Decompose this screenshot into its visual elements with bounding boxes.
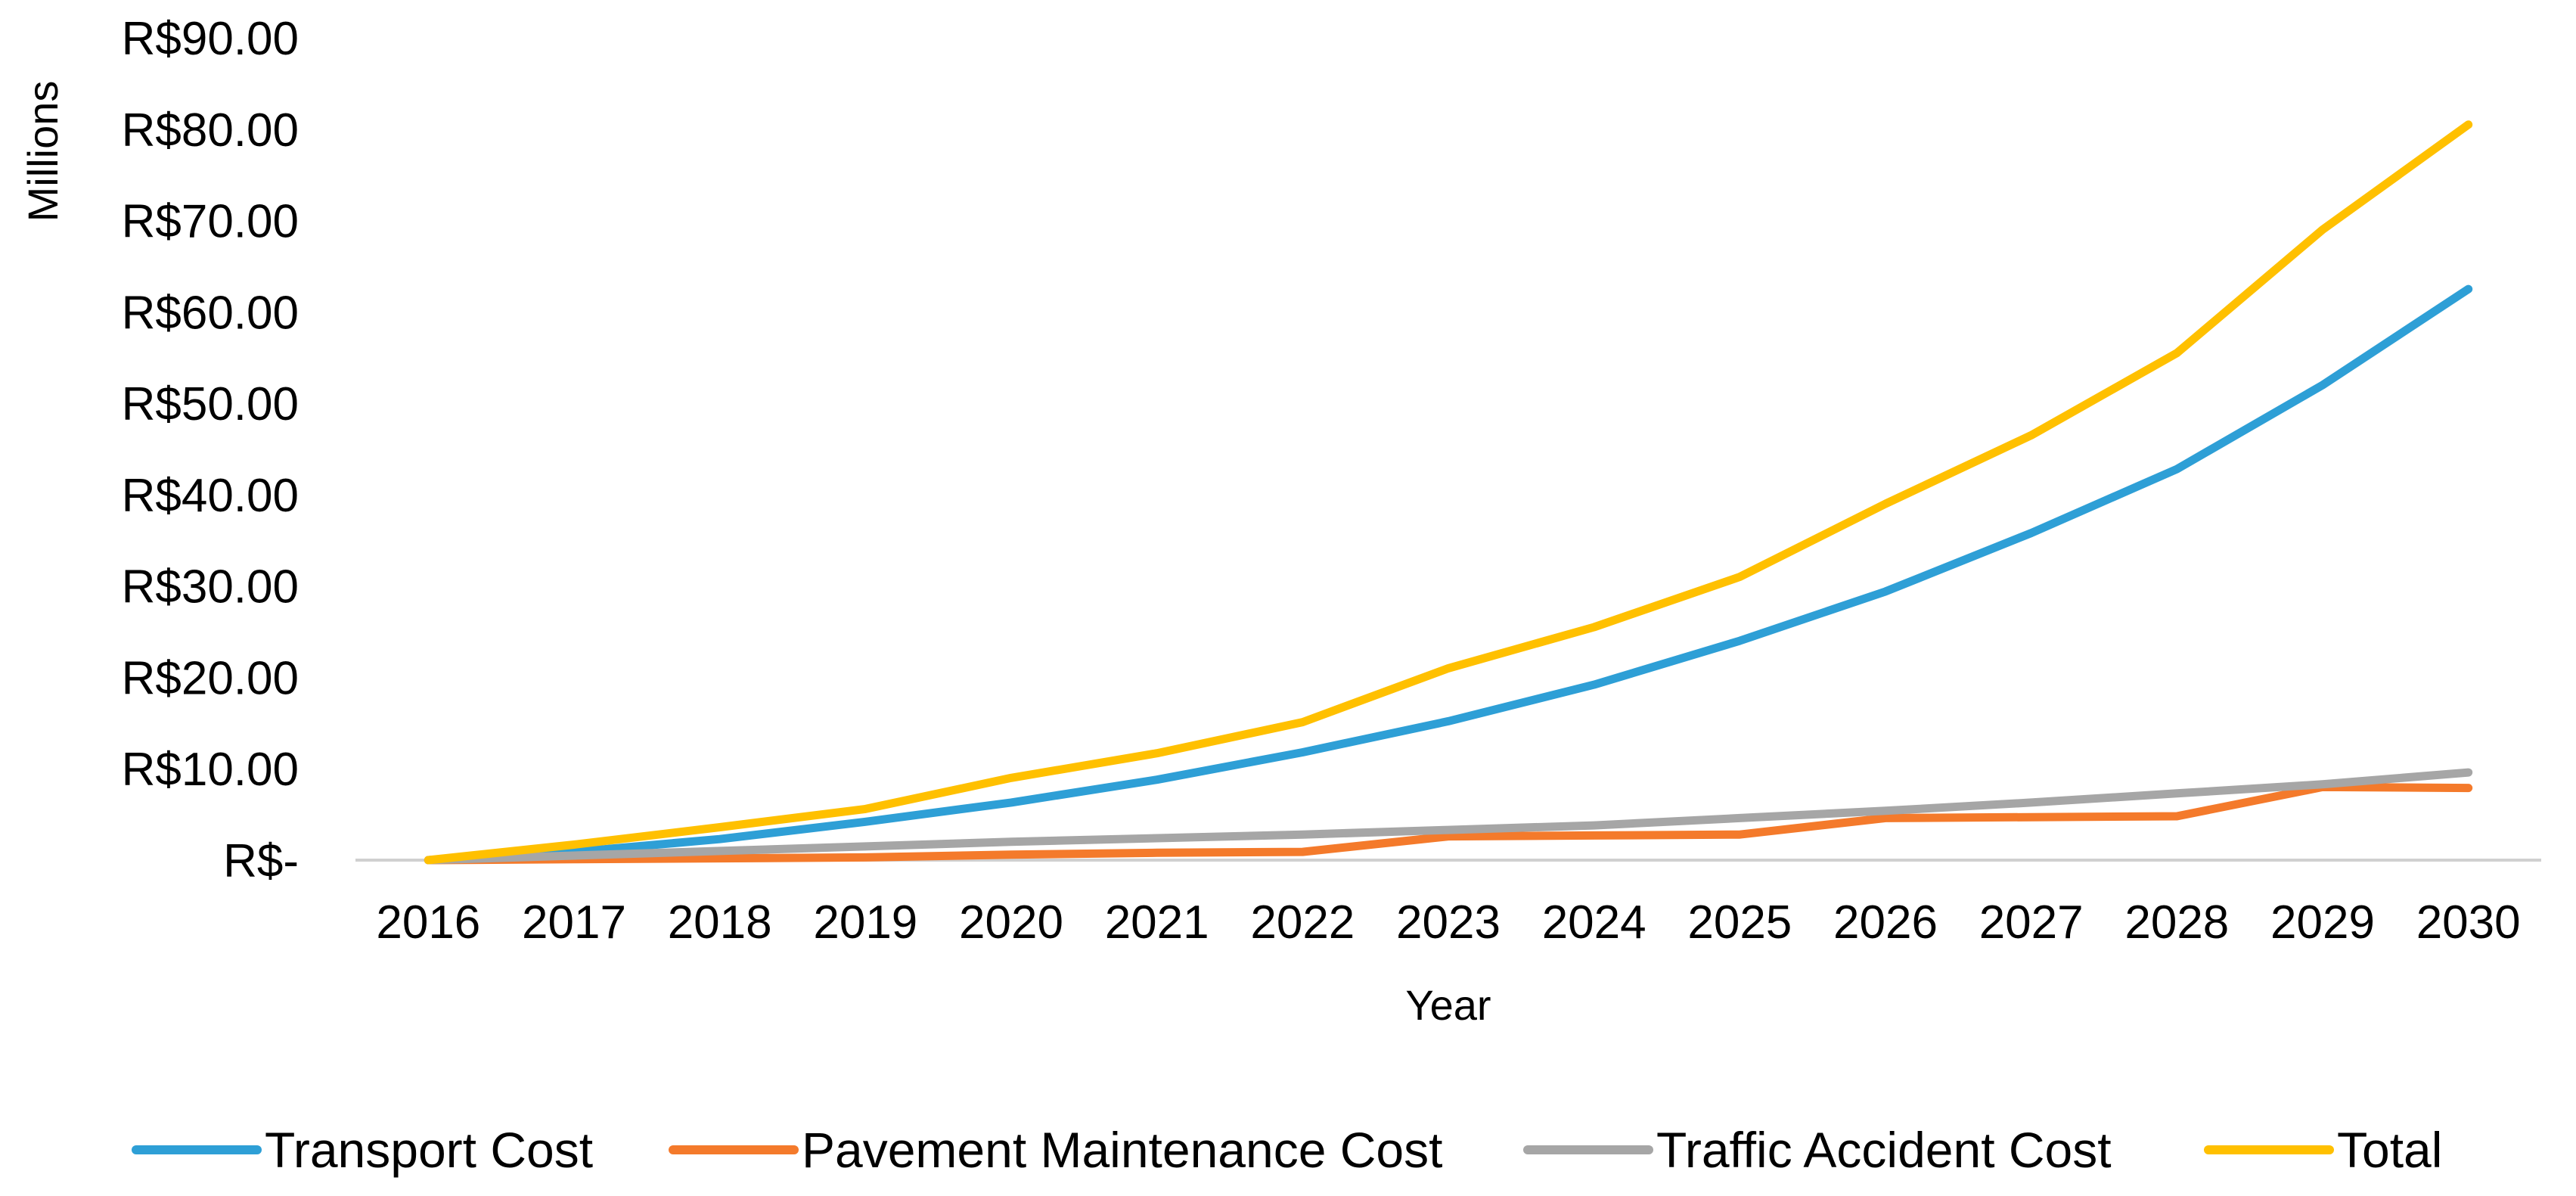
legend-label: Pavement Maintenance Cost bbox=[802, 1122, 1442, 1178]
x-tick-label: 2020 bbox=[959, 896, 1063, 949]
legend-label: Traffic Accident Cost bbox=[1656, 1122, 2112, 1178]
series-line-1 bbox=[424, 284, 2473, 865]
series-lines bbox=[424, 120, 2473, 865]
y-tick-label: R$50.00 bbox=[122, 378, 299, 430]
x-tick-label: 2019 bbox=[813, 896, 917, 949]
legend-label: Transport Cost bbox=[265, 1122, 593, 1178]
x-tick-label: 2024 bbox=[1542, 896, 1646, 949]
x-tick-label: 2021 bbox=[1105, 896, 1209, 949]
x-tick-label: 2022 bbox=[1250, 896, 1355, 949]
x-axis-title: Year bbox=[1405, 981, 1491, 1029]
series-line-4 bbox=[424, 120, 2473, 865]
series-line-3 bbox=[424, 768, 2473, 865]
legend-label: Total bbox=[2337, 1122, 2442, 1178]
x-tick-label: 2028 bbox=[2124, 896, 2229, 949]
x-tick-label: 2016 bbox=[376, 896, 480, 949]
x-tick-label: 2030 bbox=[2416, 896, 2521, 949]
y-tick-label: R$10.00 bbox=[122, 744, 299, 796]
x-tick-label: 2029 bbox=[2270, 896, 2375, 949]
x-tick-label: 2026 bbox=[1833, 896, 1938, 949]
x-tick-label: 2017 bbox=[522, 896, 626, 949]
x-tick-label: 2025 bbox=[1687, 896, 1792, 949]
y-tick-label: R$20.00 bbox=[122, 652, 299, 704]
y-tick-label: R$80.00 bbox=[122, 104, 299, 157]
y-tick-label: R$60.00 bbox=[122, 287, 299, 339]
y-axis-ticks: R$- R$10.00 R$20.00 R$30.00 R$40.00 R$50.00 R$… bbox=[122, 13, 299, 887]
x-tick-label: 2027 bbox=[1979, 896, 2084, 949]
y-tick-label: R$- bbox=[223, 835, 299, 887]
x-axis-ticks: 2016 2017 2018 2019 2020 2021 2022 2023 2024 2025… bbox=[376, 896, 2520, 949]
y-tick-label: R$90.00 bbox=[122, 13, 299, 65]
y-tick-label: R$30.00 bbox=[122, 561, 299, 614]
y-tick-label: R$70.00 bbox=[122, 196, 299, 248]
y-axis-title: Millions bbox=[19, 81, 67, 222]
x-tick-label: 2023 bbox=[1396, 896, 1501, 949]
series-line-2 bbox=[424, 782, 2473, 865]
legend: Transport Cost Pavement Maintenance Cost T… bbox=[132, 1122, 2442, 1178]
x-tick-label: 2018 bbox=[668, 896, 772, 949]
y-tick-label: R$40.00 bbox=[122, 470, 299, 522]
